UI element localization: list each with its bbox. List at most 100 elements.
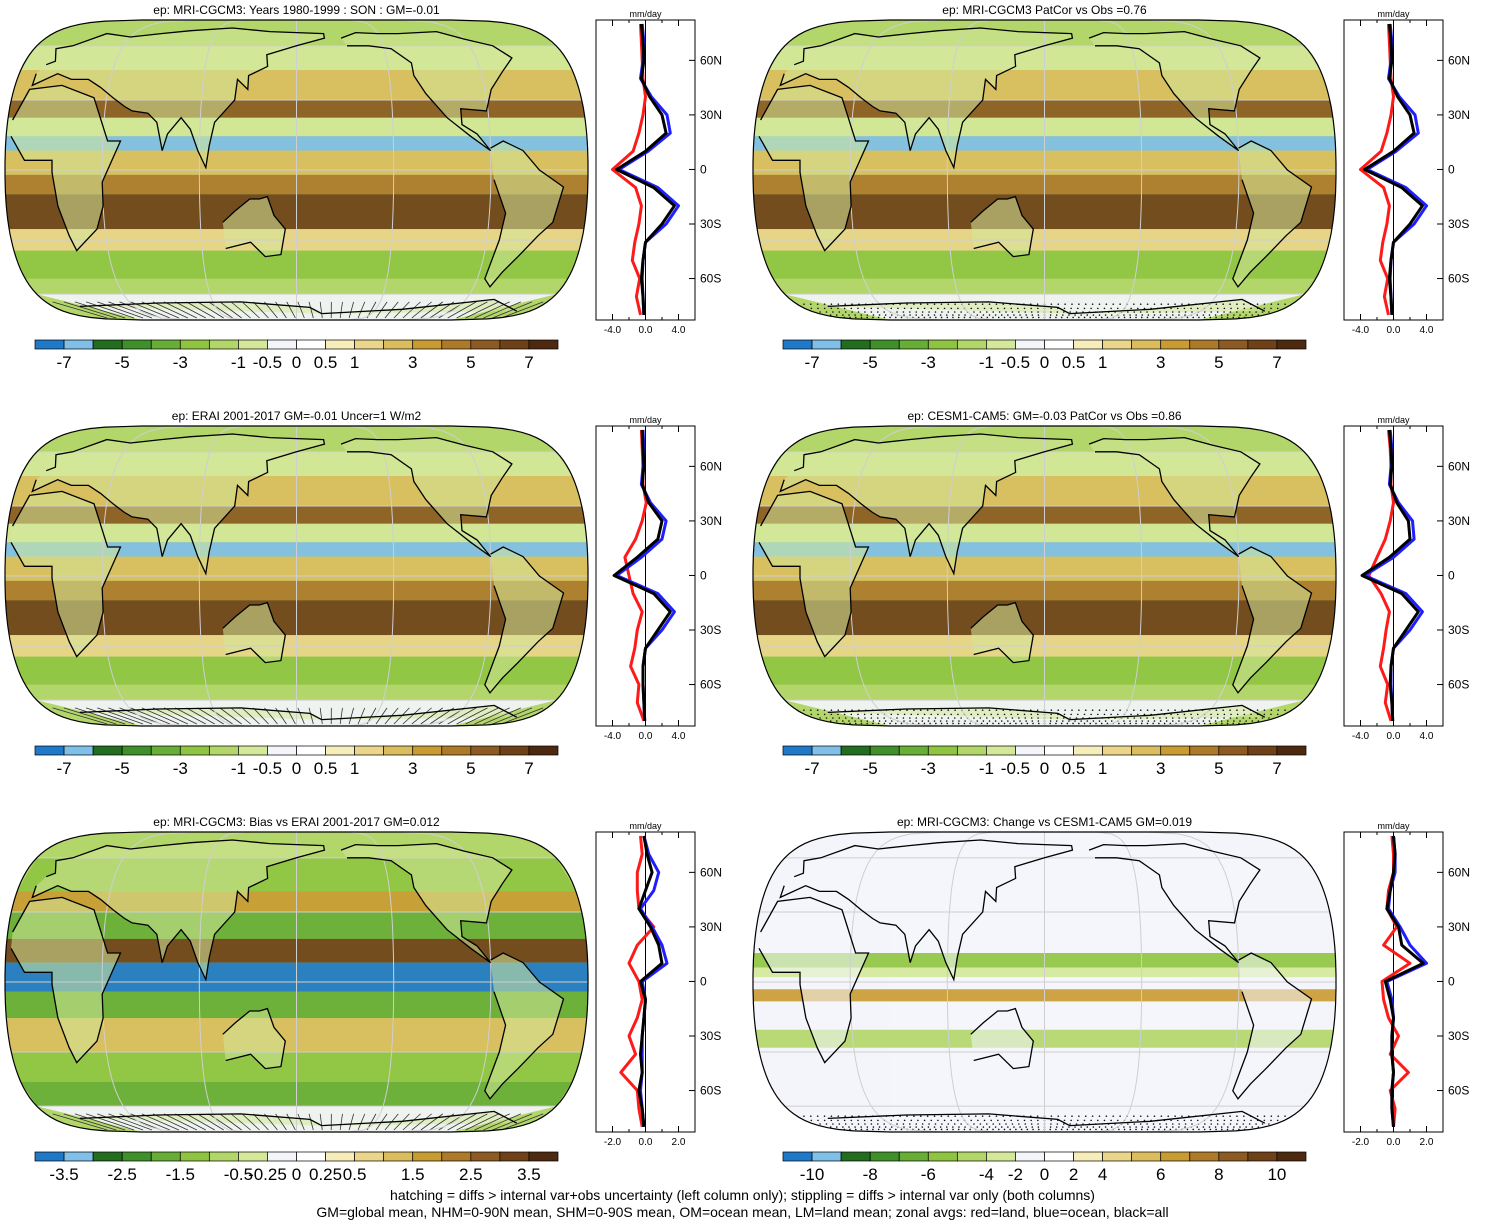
south-america-outline: [1232, 546, 1313, 694]
stipple-dot: [941, 311, 943, 313]
stipple-dot: [954, 1115, 956, 1117]
x-tick-label: -4.0: [1352, 325, 1370, 336]
lat-label: 60S: [1448, 1084, 1469, 1098]
stipple-dot: [1184, 1126, 1186, 1128]
stipple-dot: [921, 314, 924, 316]
stipple-dot: [1130, 307, 1132, 310]
stipple-dot: [877, 722, 880, 725]
north-america-land: [1089, 843, 1260, 963]
colorbar-label: 5: [1214, 759, 1223, 778]
stipple-dot: [997, 316, 1000, 319]
australia-outline: [970, 1007, 1034, 1070]
stipple-dot: [947, 1123, 950, 1125]
stipple-dot: [889, 722, 891, 725]
stipple-dot: [872, 722, 874, 725]
stipple-dot: [1229, 717, 1232, 719]
africa-outline: [10, 490, 122, 658]
hatch-line: [411, 1113, 432, 1131]
colorbar-swatch: [92, 339, 123, 350]
stipple-dot: [1100, 316, 1103, 319]
colorbar-label: 3.5: [517, 1165, 541, 1184]
stipple-dot: [950, 307, 953, 310]
longitude-line: [1095, 832, 1143, 1132]
footer-line-1: hatching = diffs > internal var+obs unce…: [390, 1187, 1095, 1203]
hatch-line: [241, 1113, 260, 1131]
lat-label: 30N: [700, 920, 722, 934]
stipple-dot: [973, 311, 975, 313]
stipple-dot: [902, 717, 905, 719]
stipple-dot: [1226, 720, 1229, 722]
colorbar-label: 8: [1214, 1165, 1223, 1184]
stipple-dot: [1243, 713, 1246, 716]
zonal-mean-plot: mm/day -4.0 0.0 4.0 60N 30N 0 30S 60S: [595, 415, 722, 742]
stipple-dot: [1071, 1115, 1073, 1117]
stipple-dot: [896, 717, 898, 719]
stipple-dot: [823, 303, 826, 305]
stipple-dot: [837, 303, 840, 305]
hatch-line: [456, 1113, 488, 1131]
stipple-dot: [810, 709, 812, 711]
colorbar-swatch: [869, 745, 900, 756]
stipple-dot: [1152, 717, 1155, 719]
stipple-dot: [1110, 314, 1113, 316]
stipple-dot: [1074, 720, 1076, 722]
stipple-dot: [1153, 314, 1156, 316]
hatch-line: [163, 707, 198, 725]
colorbar-label: -4: [979, 1165, 994, 1184]
stipple-dot: [1239, 1126, 1241, 1128]
stipple-dot: [878, 720, 881, 722]
stipple-dot: [851, 311, 853, 313]
stipple-dot: [1135, 314, 1137, 316]
stipple-dot: [1078, 316, 1080, 319]
coastlines: [10, 839, 565, 1127]
stipple-dot: [1202, 720, 1205, 722]
stipple-dot: [872, 720, 875, 722]
colorbar-label: 0.5: [1062, 759, 1086, 778]
hatch-line: [85, 301, 135, 319]
stipple-dot: [1268, 717, 1270, 719]
australia-land: [222, 1008, 286, 1069]
stipple-dot: [1226, 722, 1229, 725]
stipple-dot: [929, 316, 931, 319]
stipple-dot: [848, 1126, 850, 1128]
zonal-land-line: [619, 835, 656, 1128]
stipple-dot: [1080, 1126, 1082, 1128]
stipple-dot: [872, 314, 875, 316]
stipple-dot: [930, 1119, 933, 1122]
map-border: [752, 425, 1337, 727]
stipple-dot: [995, 1115, 998, 1117]
hatch-line: [52, 301, 108, 319]
stipple-dot: [1089, 316, 1092, 319]
stipple-dot: [937, 307, 939, 310]
hatch-line: [420, 301, 444, 319]
stipple-dot: [1130, 713, 1132, 716]
stipple-dot: [1036, 1115, 1039, 1117]
stipple-dot: [1243, 1119, 1246, 1122]
stipple-dot: [1084, 303, 1087, 305]
hatch-line: [501, 301, 544, 319]
stipple-dot: [1192, 316, 1195, 319]
colorbar-swatch: [63, 1151, 94, 1162]
colorbar-swatch: [956, 1151, 987, 1162]
stipple-dot: [1248, 1123, 1251, 1125]
stipple-dot: [1250, 713, 1252, 716]
stipple-dot: [810, 1115, 812, 1117]
stipple-dot: [913, 1115, 915, 1117]
colorbar-label: 7: [524, 353, 533, 372]
stipple-dot: [870, 311, 873, 313]
stipple-dot: [1146, 1115, 1149, 1117]
north-america-land: [341, 31, 512, 151]
colorbar-swatch: [1276, 745, 1307, 756]
stipple-dot: [1163, 316, 1166, 319]
stipple-dot: [992, 311, 994, 313]
colorbar-swatch: [325, 1151, 355, 1162]
hatch-line: [465, 1113, 499, 1131]
stipple-dot: [1255, 311, 1257, 313]
stipple-dot: [897, 307, 899, 310]
stipple-dot: [854, 314, 856, 316]
stipple-dot: [857, 1123, 860, 1125]
africa-land: [11, 85, 121, 251]
stipple-dot: [1118, 722, 1120, 725]
stipple-dot: [1146, 722, 1149, 725]
hatch-line: [219, 1113, 242, 1131]
